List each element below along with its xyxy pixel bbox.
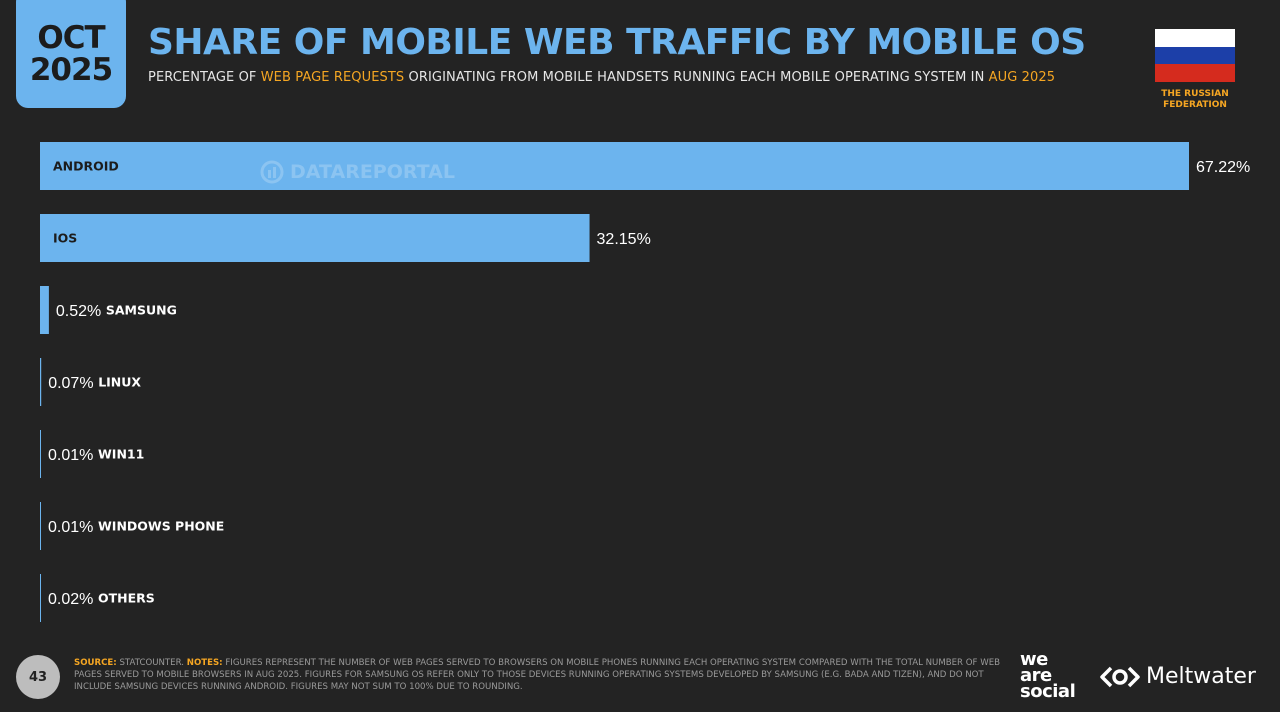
subtitle-highlight-1: WEB PAGE REQUESTS	[260, 70, 405, 85]
bar-ios	[40, 214, 590, 262]
flag-stripe-white	[1155, 29, 1235, 47]
bar-value-label: 0.02%	[48, 591, 93, 608]
date-badge: OCT 2025	[16, 0, 126, 108]
notes-key: NOTES:	[186, 658, 223, 668]
source-key: SOURCE:	[74, 658, 117, 668]
page-number: 43	[16, 655, 60, 699]
page-title: SHARE OF MOBILE WEB TRAFFIC BY MOBILE OS	[148, 22, 1086, 63]
bar-category-label: IOS	[53, 231, 77, 246]
date-year: 2025	[29, 52, 113, 88]
bar-linux	[40, 358, 42, 406]
bar-category-label: WIN11	[98, 447, 144, 462]
meltwater-text: Meltwater	[1146, 664, 1256, 689]
bar-category-label: LINUX	[98, 375, 141, 390]
bar-value-label: 0.01%	[48, 519, 93, 536]
watermark-text: DATAREPORTAL	[290, 161, 455, 183]
brand1-line-2: are	[1020, 665, 1052, 686]
notes-text: FIGURES REPRESENT THE NUMBER OF WEB PAGE…	[74, 658, 1001, 692]
flag-stripe-red	[1155, 64, 1235, 82]
bar-value-label: 0.07%	[48, 375, 93, 392]
bar-category-label: OTHERS	[98, 591, 155, 606]
source-text: STATCOUNTER.	[116, 658, 187, 668]
bar-windows-phone	[40, 502, 41, 550]
brand1-line-3: social	[1020, 681, 1076, 702]
bar-others	[40, 574, 41, 622]
subtitle-part-2: ORIGINATING FROM MOBILE HANDSETS RUNNING…	[404, 70, 989, 85]
datareportal-logo-icon	[260, 160, 284, 184]
flag-stripe-blue	[1155, 46, 1235, 65]
country-label: THE RUSSIAN FEDERATION	[1140, 89, 1250, 111]
bar-value-label: 32.15%	[597, 231, 651, 248]
watermark: DATAREPORTAL	[260, 160, 455, 184]
country-label-line-1: THE RUSSIAN	[1161, 89, 1229, 99]
bar-samsung	[40, 286, 49, 334]
subtitle-highlight-2: AUG 2025	[988, 70, 1056, 85]
date-month: OCT	[37, 20, 105, 56]
bar-android	[40, 142, 1189, 190]
country-label-line-2: FEDERATION	[1163, 100, 1227, 110]
we-are-social-logo: we are social	[1020, 649, 1076, 702]
meltwater-mark-icon	[1100, 666, 1140, 687]
subtitle-part-1: PERCENTAGE OF	[148, 70, 261, 85]
subtitle: PERCENTAGE OF WEB PAGE REQUESTS ORIGINAT…	[148, 70, 1055, 85]
bar-category-label: ANDROID	[53, 159, 119, 174]
bar-category-label: SAMSUNG	[106, 303, 177, 318]
bar-value-label: 0.52%	[56, 303, 101, 320]
bar-value-label: 0.01%	[48, 447, 93, 464]
bar-chart: ANDROID 67.22% IOS 32.15% 0.52% SAMSUNG 0.07% L…	[40, 142, 1250, 622]
bar-category-label: WINDOWS PHONE	[98, 519, 224, 534]
source-notes: SOURCE: STATCOUNTER. NOTES: FIGURES REPR…	[74, 657, 1004, 693]
russia-flag-icon	[1155, 29, 1235, 82]
brand1-line-1: we	[1020, 649, 1048, 670]
bar-win11	[40, 430, 41, 478]
bar-value-label: 67.22%	[1196, 159, 1250, 176]
meltwater-logo: Meltwater	[1100, 664, 1256, 689]
